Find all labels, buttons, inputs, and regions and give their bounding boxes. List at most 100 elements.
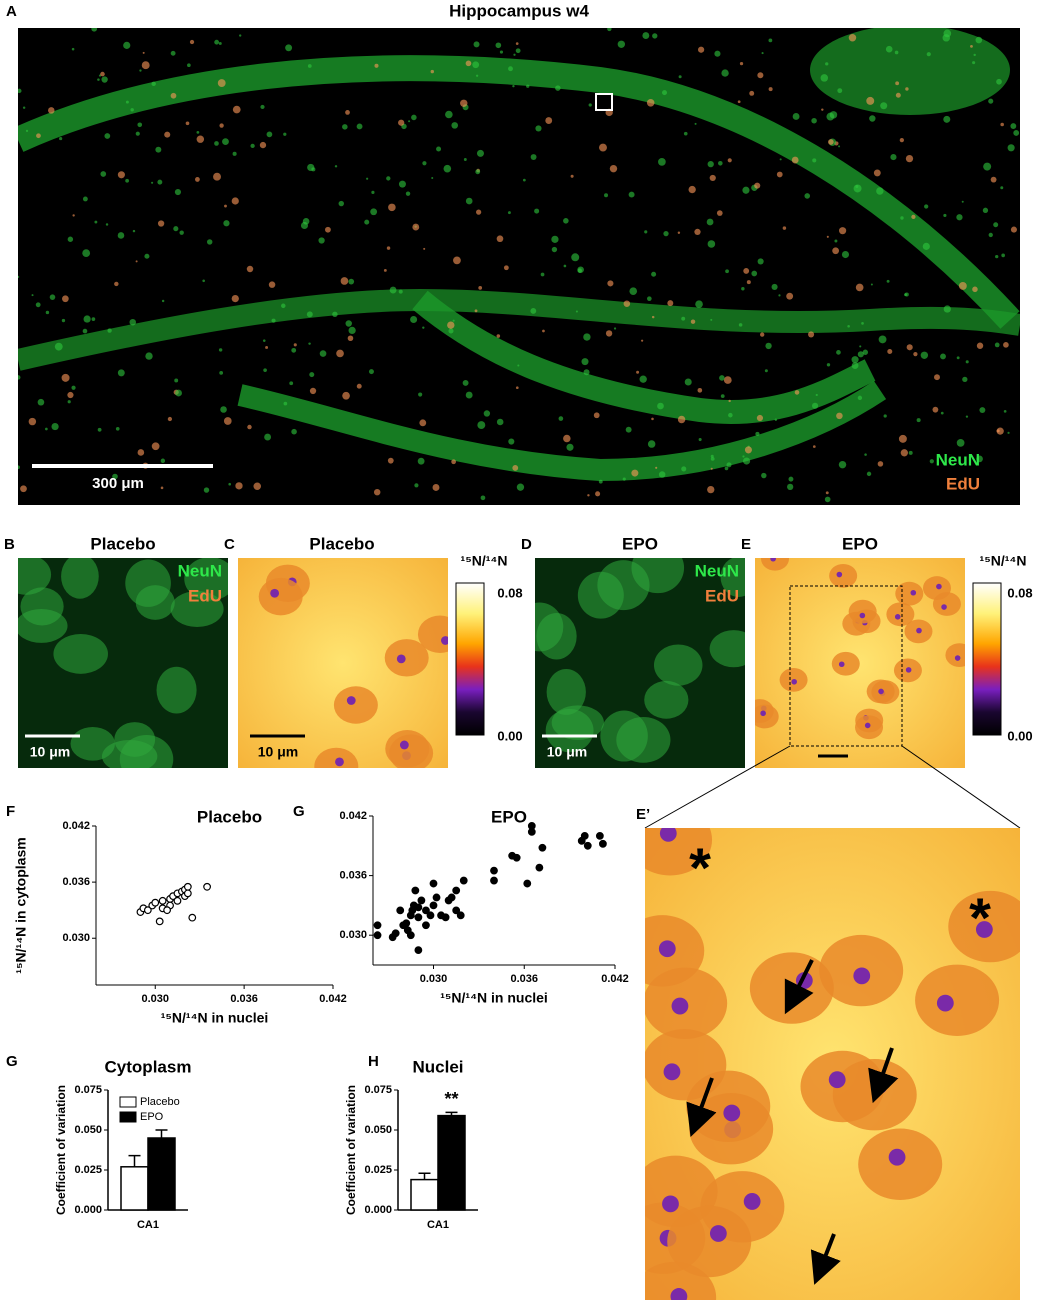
point <box>158 896 167 905</box>
cell <box>804 193 811 199</box>
nucleus <box>829 563 858 588</box>
cell <box>206 239 213 245</box>
cell <box>988 232 993 238</box>
cell <box>607 28 612 32</box>
nucleolus <box>760 710 766 717</box>
nucleus <box>417 615 448 653</box>
panel-title: Placebo <box>309 534 374 553</box>
cell <box>788 476 794 482</box>
cell <box>156 666 197 714</box>
cell <box>170 92 177 99</box>
nucleus <box>761 558 789 571</box>
cell <box>388 203 396 212</box>
cell <box>123 41 131 49</box>
cell <box>309 387 317 395</box>
cell <box>115 426 120 431</box>
cell <box>239 34 242 37</box>
cell <box>956 439 965 447</box>
cell <box>761 472 767 479</box>
cell <box>374 63 379 68</box>
cell <box>866 471 872 477</box>
point <box>599 839 607 848</box>
cell <box>82 328 88 334</box>
nucleus <box>645 828 713 876</box>
cell <box>460 99 468 107</box>
cell <box>710 467 713 470</box>
cell <box>774 418 778 421</box>
cell <box>508 438 515 445</box>
error-bar <box>445 1111 458 1116</box>
cell <box>477 421 486 430</box>
cell <box>496 334 501 338</box>
cell <box>496 418 504 426</box>
cell <box>979 407 986 414</box>
micrograph <box>18 28 1020 505</box>
cell <box>749 90 755 96</box>
cell <box>62 295 69 303</box>
point <box>527 827 536 836</box>
arrows <box>686 959 899 1285</box>
cell <box>718 160 723 166</box>
cell <box>832 247 840 255</box>
cell <box>185 121 190 126</box>
cell <box>965 360 969 364</box>
point <box>414 946 423 954</box>
cell <box>943 305 951 313</box>
cell <box>895 92 901 98</box>
cell <box>507 211 511 215</box>
point <box>408 906 417 915</box>
cell <box>53 633 108 674</box>
point <box>447 893 456 902</box>
cell <box>18 275 20 279</box>
nucleolus <box>916 627 922 634</box>
cell <box>653 644 703 686</box>
cell <box>709 174 716 182</box>
point <box>583 841 592 850</box>
cell <box>476 149 484 157</box>
nucleolus <box>743 1193 761 1210</box>
cell <box>739 62 744 66</box>
cell <box>306 311 313 318</box>
cell <box>22 106 26 109</box>
cell <box>262 339 266 342</box>
cell <box>916 418 921 423</box>
y-axis-label: ¹⁵N/¹⁴N in cytoplasm <box>13 837 29 973</box>
cell <box>996 427 1004 435</box>
cell <box>101 76 108 83</box>
cell <box>847 324 850 328</box>
cell <box>684 378 692 386</box>
cell <box>398 289 403 294</box>
cell <box>737 100 741 104</box>
cell <box>934 374 940 381</box>
y-axis-label: Coefficient of variation <box>344 1085 358 1215</box>
cell <box>430 69 434 74</box>
cell <box>926 52 931 57</box>
cell <box>720 558 745 597</box>
cell <box>371 190 375 194</box>
point <box>490 866 498 875</box>
cell <box>453 256 461 265</box>
nucleolus <box>941 604 947 610</box>
cell <box>67 391 74 399</box>
cell <box>319 350 327 357</box>
cell <box>707 240 716 248</box>
cell <box>35 302 41 308</box>
cell <box>307 64 312 68</box>
cell <box>370 208 378 216</box>
cell <box>432 484 440 491</box>
nucleus <box>945 643 965 667</box>
cell <box>588 103 592 107</box>
cell <box>386 176 391 181</box>
cell <box>345 320 352 327</box>
nucleolus <box>936 994 954 1012</box>
panel-label: E <box>741 536 751 553</box>
x-tick-label: 0.042 <box>601 973 629 985</box>
cell <box>605 330 613 337</box>
cell <box>174 188 182 196</box>
cell <box>408 120 411 123</box>
point <box>173 896 182 905</box>
cell <box>1003 410 1007 413</box>
nucleolus <box>671 997 689 1015</box>
cell <box>972 286 978 293</box>
